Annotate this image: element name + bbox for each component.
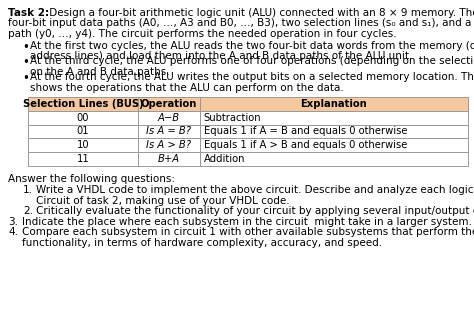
Text: Addition: Addition	[204, 154, 245, 164]
Bar	[200, 97, 468, 111]
Text: At the fourth cycle, the ALU writes the output bits on a selected memory locatio: At the fourth cycle, the ALU writes the …	[30, 72, 474, 82]
Text: Compare each subsystem in circuit 1 with other available subsystems that perform: Compare each subsystem in circuit 1 with…	[22, 227, 474, 238]
Text: Task 2:: Task 2:	[8, 8, 49, 18]
Text: Is A = B?: Is A = B?	[146, 126, 191, 137]
Text: 2.: 2.	[23, 207, 33, 216]
Text: 11: 11	[77, 154, 90, 164]
Text: 01: 01	[77, 126, 89, 137]
Text: four-bit input data paths (A0, …, A3 and B0, …, B3), two selection lines (s₀ and: four-bit input data paths (A0, …, A3 and…	[8, 18, 474, 29]
Text: Design a four-bit arithmetic logic unit (ALU) connected with an 8 × 9 memory. Th: Design a four-bit arithmetic logic unit …	[46, 8, 474, 18]
Text: functionality, in terms of hardware complexity, accuracy, and speed.: functionality, in terms of hardware comp…	[22, 238, 382, 248]
Text: Operation: Operation	[141, 99, 197, 109]
Text: Is A > B?: Is A > B?	[146, 140, 191, 150]
Bar	[200, 111, 468, 125]
Text: At the first two cycles, the ALU reads the two four-bit data words from the memo: At the first two cycles, the ALU reads t…	[30, 40, 474, 51]
Text: Indicate the place where each subsystem in the circuit  might take in a larger s: Indicate the place where each subsystem …	[22, 217, 472, 227]
Text: shows the operations that the ALU can perform on the data.: shows the operations that the ALU can pe…	[30, 83, 344, 92]
Text: Explanation: Explanation	[301, 99, 367, 109]
Text: Answer the following questions:: Answer the following questions:	[8, 174, 175, 184]
Text: •: •	[22, 40, 29, 54]
Text: Subtraction: Subtraction	[204, 113, 261, 123]
Text: 1.: 1.	[23, 186, 33, 195]
Text: Write a VHDL code to implement the above circuit. Describe and analyze each logi: Write a VHDL code to implement the above…	[36, 186, 474, 195]
Bar	[28, 97, 138, 111]
Text: address lines) and load them into the A and B data paths of the ALU unit.: address lines) and load them into the A …	[30, 51, 412, 61]
Text: Critically evaluate the functionality of your circuit by applying several input/: Critically evaluate the functionality of…	[36, 207, 474, 216]
Text: A−B: A−B	[158, 113, 180, 123]
Bar	[138, 125, 200, 138]
Text: 3.: 3.	[8, 217, 18, 227]
Text: B+A: B+A	[158, 154, 180, 164]
Text: 4.: 4.	[8, 227, 18, 238]
Text: 00: 00	[77, 113, 89, 123]
Bar	[28, 138, 138, 152]
Bar	[200, 125, 468, 138]
Text: Equals 1 if A = B and equals 0 otherwise: Equals 1 if A = B and equals 0 otherwise	[204, 126, 407, 137]
Bar	[28, 152, 138, 165]
Bar	[138, 138, 200, 152]
Bar	[200, 138, 468, 152]
Bar	[200, 152, 468, 165]
Text: •: •	[22, 56, 29, 69]
Text: 10: 10	[77, 140, 89, 150]
Text: on the A and B data paths.: on the A and B data paths.	[30, 67, 170, 77]
Bar	[28, 125, 138, 138]
Text: Selection Lines (BUS): Selection Lines (BUS)	[23, 99, 143, 109]
Text: •: •	[22, 72, 29, 85]
Bar	[138, 111, 200, 125]
Text: Equals 1 if A > B and equals 0 otherwise: Equals 1 if A > B and equals 0 otherwise	[204, 140, 407, 150]
Text: path (y0, …, y4). The circuit performs the needed operation in four cycles.: path (y0, …, y4). The circuit performs t…	[8, 29, 397, 39]
Bar	[138, 97, 200, 111]
Text: Circuit of task 2, making use of your VHDL code.: Circuit of task 2, making use of your VH…	[36, 196, 290, 206]
Bar	[28, 111, 138, 125]
Bar	[138, 152, 200, 165]
Text: At the third cycle, the ALU performs one of four operations (depending on the se: At the third cycle, the ALU performs one…	[30, 56, 474, 66]
